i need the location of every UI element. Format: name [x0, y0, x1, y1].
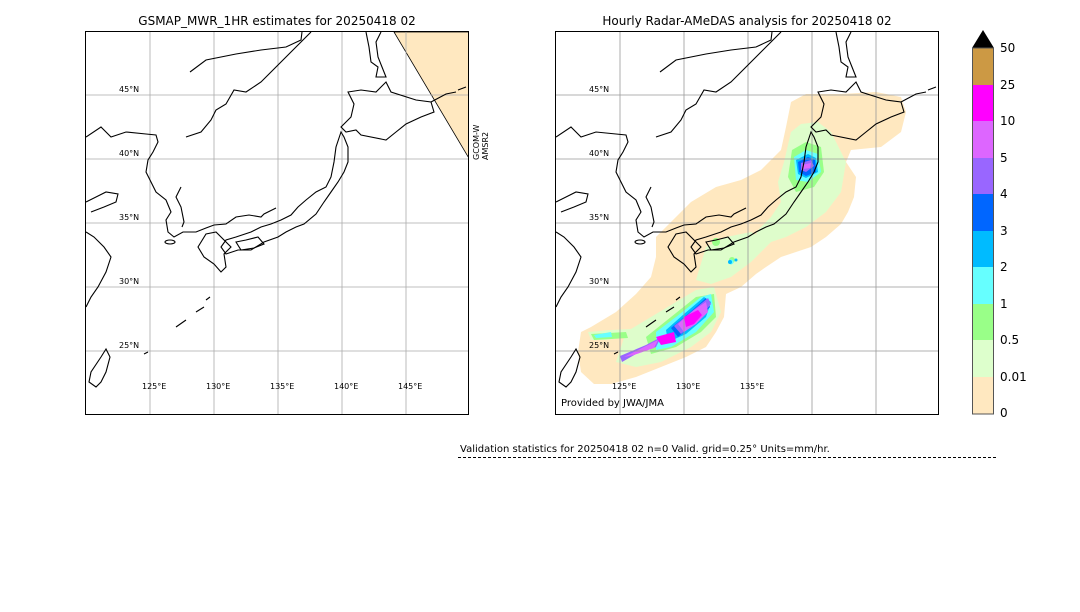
data-credit: Provided by JWA/JMA: [561, 398, 664, 409]
right-map: 45°N 40°N 35°N 30°N 25°N 125°E 130°E 135…: [555, 31, 939, 415]
lon-label: 130°E: [676, 382, 701, 391]
colorbar-extend-arrow: [972, 30, 994, 48]
validation-separator: [458, 457, 996, 458]
satellite-label: GCOM-W AMSR2: [472, 125, 490, 160]
colorbar: [972, 30, 994, 415]
satellite-name: GCOM-W: [472, 124, 481, 160]
lat-label: 30°N: [589, 277, 610, 286]
colorbar-label: 2: [1000, 260, 1008, 274]
lon-label: 145°E: [398, 382, 423, 391]
right-map-canvas: [556, 32, 938, 414]
sensor-name: AMSR2: [481, 131, 490, 160]
left-map-canvas: [86, 32, 468, 414]
lon-label: 125°E: [612, 382, 637, 391]
colorbar-label: 10: [1000, 114, 1016, 128]
coastlines: [556, 32, 937, 388]
lat-label: 40°N: [119, 149, 140, 158]
colorbar-label: 0: [1000, 406, 1008, 420]
lat-label: 35°N: [119, 213, 140, 222]
lat-label: 25°N: [589, 341, 610, 350]
lat-label: 25°N: [119, 341, 140, 350]
lon-label: 140°E: [334, 382, 359, 391]
satellite-swath: [393, 32, 468, 158]
colorbar-label: 3: [1000, 224, 1008, 238]
colorbar-canvas: [972, 30, 994, 415]
colorbar-label: 1: [1000, 297, 1008, 311]
colorbar-label: 50: [1000, 41, 1016, 55]
gridlines: [86, 32, 468, 414]
precip-10: [656, 310, 702, 345]
left-map-title: GSMAP_MWR_1HR estimates for 20250418 02: [138, 14, 416, 28]
left-map: 45°N 40°N 35°N 30°N 25°N 125°E 130°E 135…: [85, 31, 469, 415]
coastlines: [86, 32, 467, 388]
gridlines: [556, 32, 938, 414]
colorbar-label: 4: [1000, 187, 1008, 201]
lon-label: 130°E: [206, 382, 231, 391]
lat-label: 30°N: [119, 277, 140, 286]
lon-label: 125°E: [142, 382, 167, 391]
lat-label: 45°N: [119, 85, 140, 94]
validation-statistics: Validation statistics for 20250418 02 n=…: [460, 444, 830, 455]
lat-label: 40°N: [589, 149, 610, 158]
colorbar-label: 25: [1000, 78, 1016, 92]
colorbar-label: 5: [1000, 151, 1008, 165]
right-map-title: Hourly Radar-AMeDAS analysis for 2025041…: [602, 14, 892, 28]
lon-label: 135°E: [740, 382, 765, 391]
lat-label: 35°N: [589, 213, 610, 222]
colorbar-label: 0.01: [1000, 370, 1027, 384]
lon-label: 135°E: [270, 382, 295, 391]
lat-label: 45°N: [589, 85, 610, 94]
colorbar-label: 0.5: [1000, 333, 1020, 347]
